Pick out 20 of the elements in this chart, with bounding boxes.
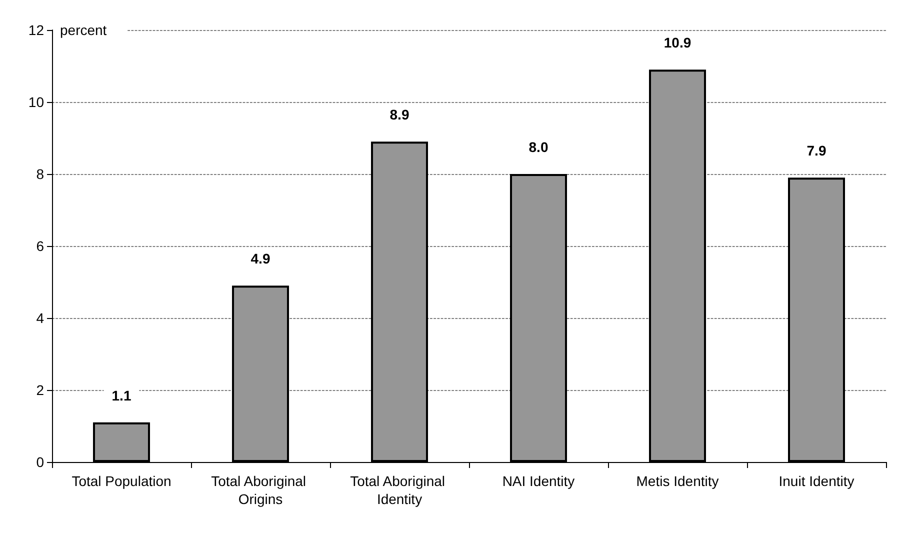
x-tick-label: Inuit Identity xyxy=(778,473,854,489)
y-tick-label: 0 xyxy=(36,454,44,470)
y-axis-title: percent xyxy=(60,22,107,38)
data-label: 7.9 xyxy=(806,142,826,159)
y-tick-label: 2 xyxy=(36,382,44,398)
y-tick-label: 4 xyxy=(36,310,44,326)
y-tick-label: 6 xyxy=(36,238,44,254)
x-tick-label: Metis Identity xyxy=(636,473,719,489)
x-tick-label: Total Population xyxy=(72,473,172,489)
data-label: 8.0 xyxy=(528,139,548,155)
y-tick-label: 8 xyxy=(36,166,44,182)
x-tick-label: Total Aboriginal Origins xyxy=(211,473,310,507)
data-label: 1.1 xyxy=(112,387,132,404)
y-tick-label: 12 xyxy=(28,22,44,38)
data-label: 4.9 xyxy=(250,250,270,267)
x-tick-label: Total Aboriginal Identity xyxy=(350,473,449,507)
y-tick-label: 10 xyxy=(28,94,44,110)
data-label: 8.9 xyxy=(390,106,410,123)
x-tick-label: NAI Identity xyxy=(502,473,575,489)
data-label: 10.9 xyxy=(664,34,692,51)
